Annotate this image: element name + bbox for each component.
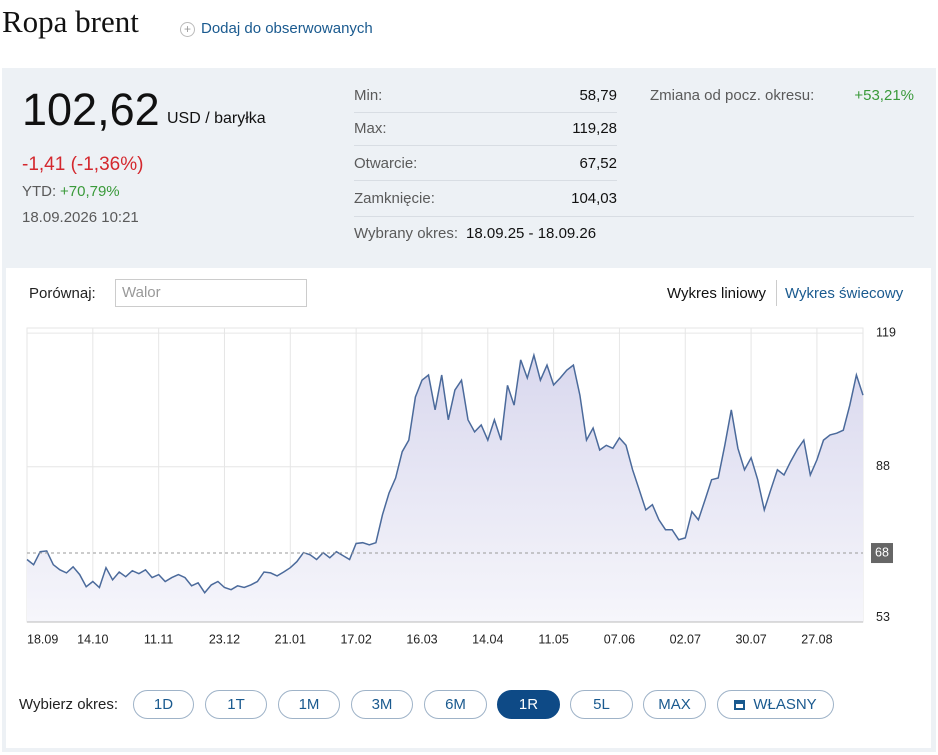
period-button[interactable]: 1D (133, 690, 194, 719)
x-tick-label: 30.07 (735, 632, 766, 646)
period-button[interactable]: 1R (497, 690, 560, 719)
period-button-label: MAX (658, 696, 691, 713)
x-tick-label: 07.06 (604, 632, 635, 646)
x-tick-label: 17.02 (340, 632, 371, 646)
x-tick-label: 14.10 (77, 632, 108, 646)
period-button[interactable]: MAX (643, 690, 706, 719)
period-button[interactable]: 5L (570, 690, 633, 719)
page-title: Ropa brent (2, 4, 139, 39)
x-tick-label: 27.08 (801, 632, 832, 646)
line (26, 352, 864, 594)
stat-label: Max: (354, 120, 387, 137)
period-button[interactable]: 1T (205, 690, 267, 719)
period-button-label: 5L (593, 696, 610, 713)
period-button[interactable]: 6M (424, 690, 487, 719)
period-button-label: 1M (298, 696, 320, 713)
period-label: Wybrany okres: (354, 225, 459, 242)
period-button-label: 1D (153, 696, 174, 713)
x-tick-label: 14.04 (472, 632, 503, 646)
timestamp: 18.09.2026 10:21 (22, 209, 139, 226)
x-tick-label: 21.01 (275, 632, 306, 646)
change-label: Zmiana od pocz. okresu: (650, 87, 815, 104)
unit: USD / baryłka (167, 110, 266, 127)
period-value: 18.09.25 - 18.09.26 (466, 225, 597, 242)
period-button[interactable]: 1M (278, 690, 340, 719)
calendar-icon (734, 700, 746, 710)
period-select-label: Wybierz okres: (19, 696, 119, 713)
y-tick-label: 119 (876, 325, 896, 339)
separator (354, 112, 617, 113)
x-tick-label: 18.09 (27, 632, 58, 646)
chart-type-line[interactable]: Wykres liniowy (666, 285, 766, 302)
reference-badge (871, 543, 893, 564)
y-tick-label: 88 (876, 459, 890, 473)
ytd-value: +70,79% (60, 183, 120, 200)
stat-label: Min: (354, 87, 383, 104)
change: -1,41 (-1,36%) (22, 154, 144, 175)
stat-value: 67,52 (579, 155, 617, 172)
reference-label: 68 (875, 545, 889, 559)
period-button[interactable]: WŁASNY (717, 690, 834, 719)
stat-label: Zamknięcie: (354, 190, 435, 207)
price: 102,62 (22, 84, 160, 135)
x-tick-label: 11.05 (538, 632, 568, 646)
y-tick-label: 53 (876, 610, 890, 624)
area (27, 355, 863, 622)
separator (354, 180, 617, 181)
stat-value: 119,28 (572, 120, 617, 137)
chart-type-candle[interactable]: Wykres świecowy (785, 285, 904, 302)
period-button-label: 6M (445, 696, 466, 713)
x-tick-label: 16.03 (406, 632, 437, 646)
separator (354, 216, 914, 217)
ytd-label: YTD: (22, 183, 57, 200)
stat-value: 104,03 (571, 190, 617, 207)
period-button-label: 1T (227, 696, 245, 713)
period-button-label: 3M (371, 696, 393, 713)
period-button-label: WŁASNY (753, 696, 817, 713)
change-value: +53,21% (854, 87, 914, 104)
x-tick-label: 23.12 (209, 632, 240, 646)
add-icon[interactable]: + (180, 22, 195, 37)
x-tick-label: 11.11 (144, 632, 173, 646)
period-button-label: 1R (518, 696, 539, 713)
separator (776, 280, 777, 306)
period-button[interactable]: 3M (351, 690, 413, 719)
stat-label: Otwarcie: (354, 155, 418, 172)
x-tick-label: 02.07 (670, 632, 701, 646)
watch-link[interactable]: Dodaj do obserwowanych (201, 20, 373, 37)
compare-label: Porównaj: (29, 285, 96, 302)
separator (354, 145, 617, 146)
compare-input[interactable]: Walor (115, 279, 307, 307)
stat-value: 58,79 (579, 87, 617, 104)
